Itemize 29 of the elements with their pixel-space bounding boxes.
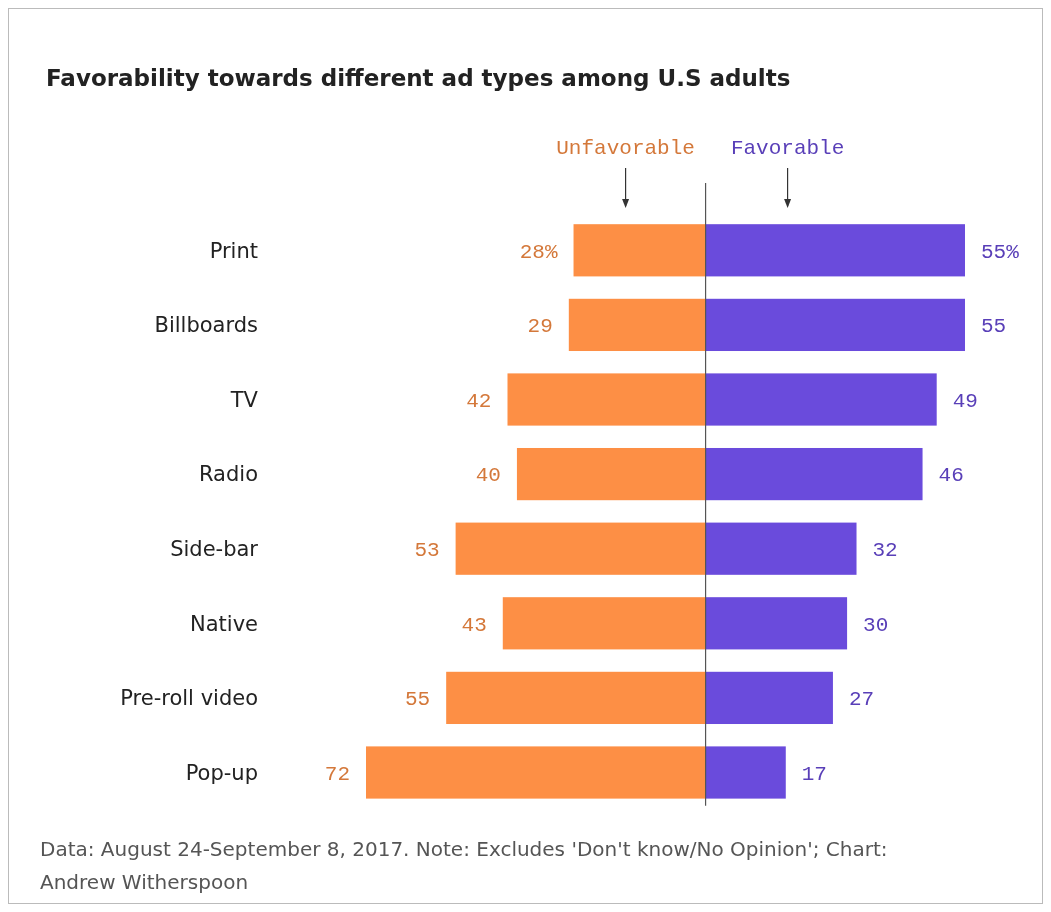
data-label: 17 bbox=[801, 762, 827, 786]
data-label: 55 bbox=[981, 315, 1007, 339]
data-label: 55 bbox=[404, 688, 431, 712]
y-tick-label: Pop-up bbox=[185, 760, 258, 785]
data-label: 53 bbox=[414, 539, 440, 563]
data-label: 72 bbox=[324, 762, 350, 786]
data-label: 30 bbox=[863, 613, 889, 637]
data-label: 40 bbox=[475, 464, 501, 488]
data-label: 43 bbox=[461, 613, 487, 637]
y-tick-label: Pre-roll video bbox=[120, 686, 258, 711]
y-tick-label: TV bbox=[229, 387, 259, 412]
bar bbox=[705, 746, 786, 799]
data-label: 29 bbox=[527, 315, 553, 339]
data-label: 46 bbox=[938, 464, 964, 488]
y-tick-label: Radio bbox=[198, 462, 258, 487]
data-label: 42 bbox=[466, 389, 492, 413]
y-tick-label: Print bbox=[209, 238, 258, 263]
data-label: 27 bbox=[848, 688, 875, 712]
data-label: 32 bbox=[872, 539, 898, 563]
y-tick-label: Billboards bbox=[154, 313, 258, 338]
text: Data: August 24-September 8, 2017. Note: Excludes 'Don't know/No Opinion'; Chart: Andrew Witherspoon bbox=[40, 837, 888, 894]
y-tick-label: Side-bar bbox=[170, 537, 259, 562]
chart-title: Favorability towards different ad types among U.S adults bbox=[46, 65, 791, 91]
y-tick-label: Native bbox=[190, 611, 258, 636]
data-label: 49 bbox=[952, 389, 978, 413]
data-label: 28% bbox=[519, 240, 558, 264]
data-label: 55% bbox=[981, 240, 1020, 264]
text: Favorable bbox=[730, 137, 845, 160]
text: Unfavorable bbox=[556, 137, 695, 160]
